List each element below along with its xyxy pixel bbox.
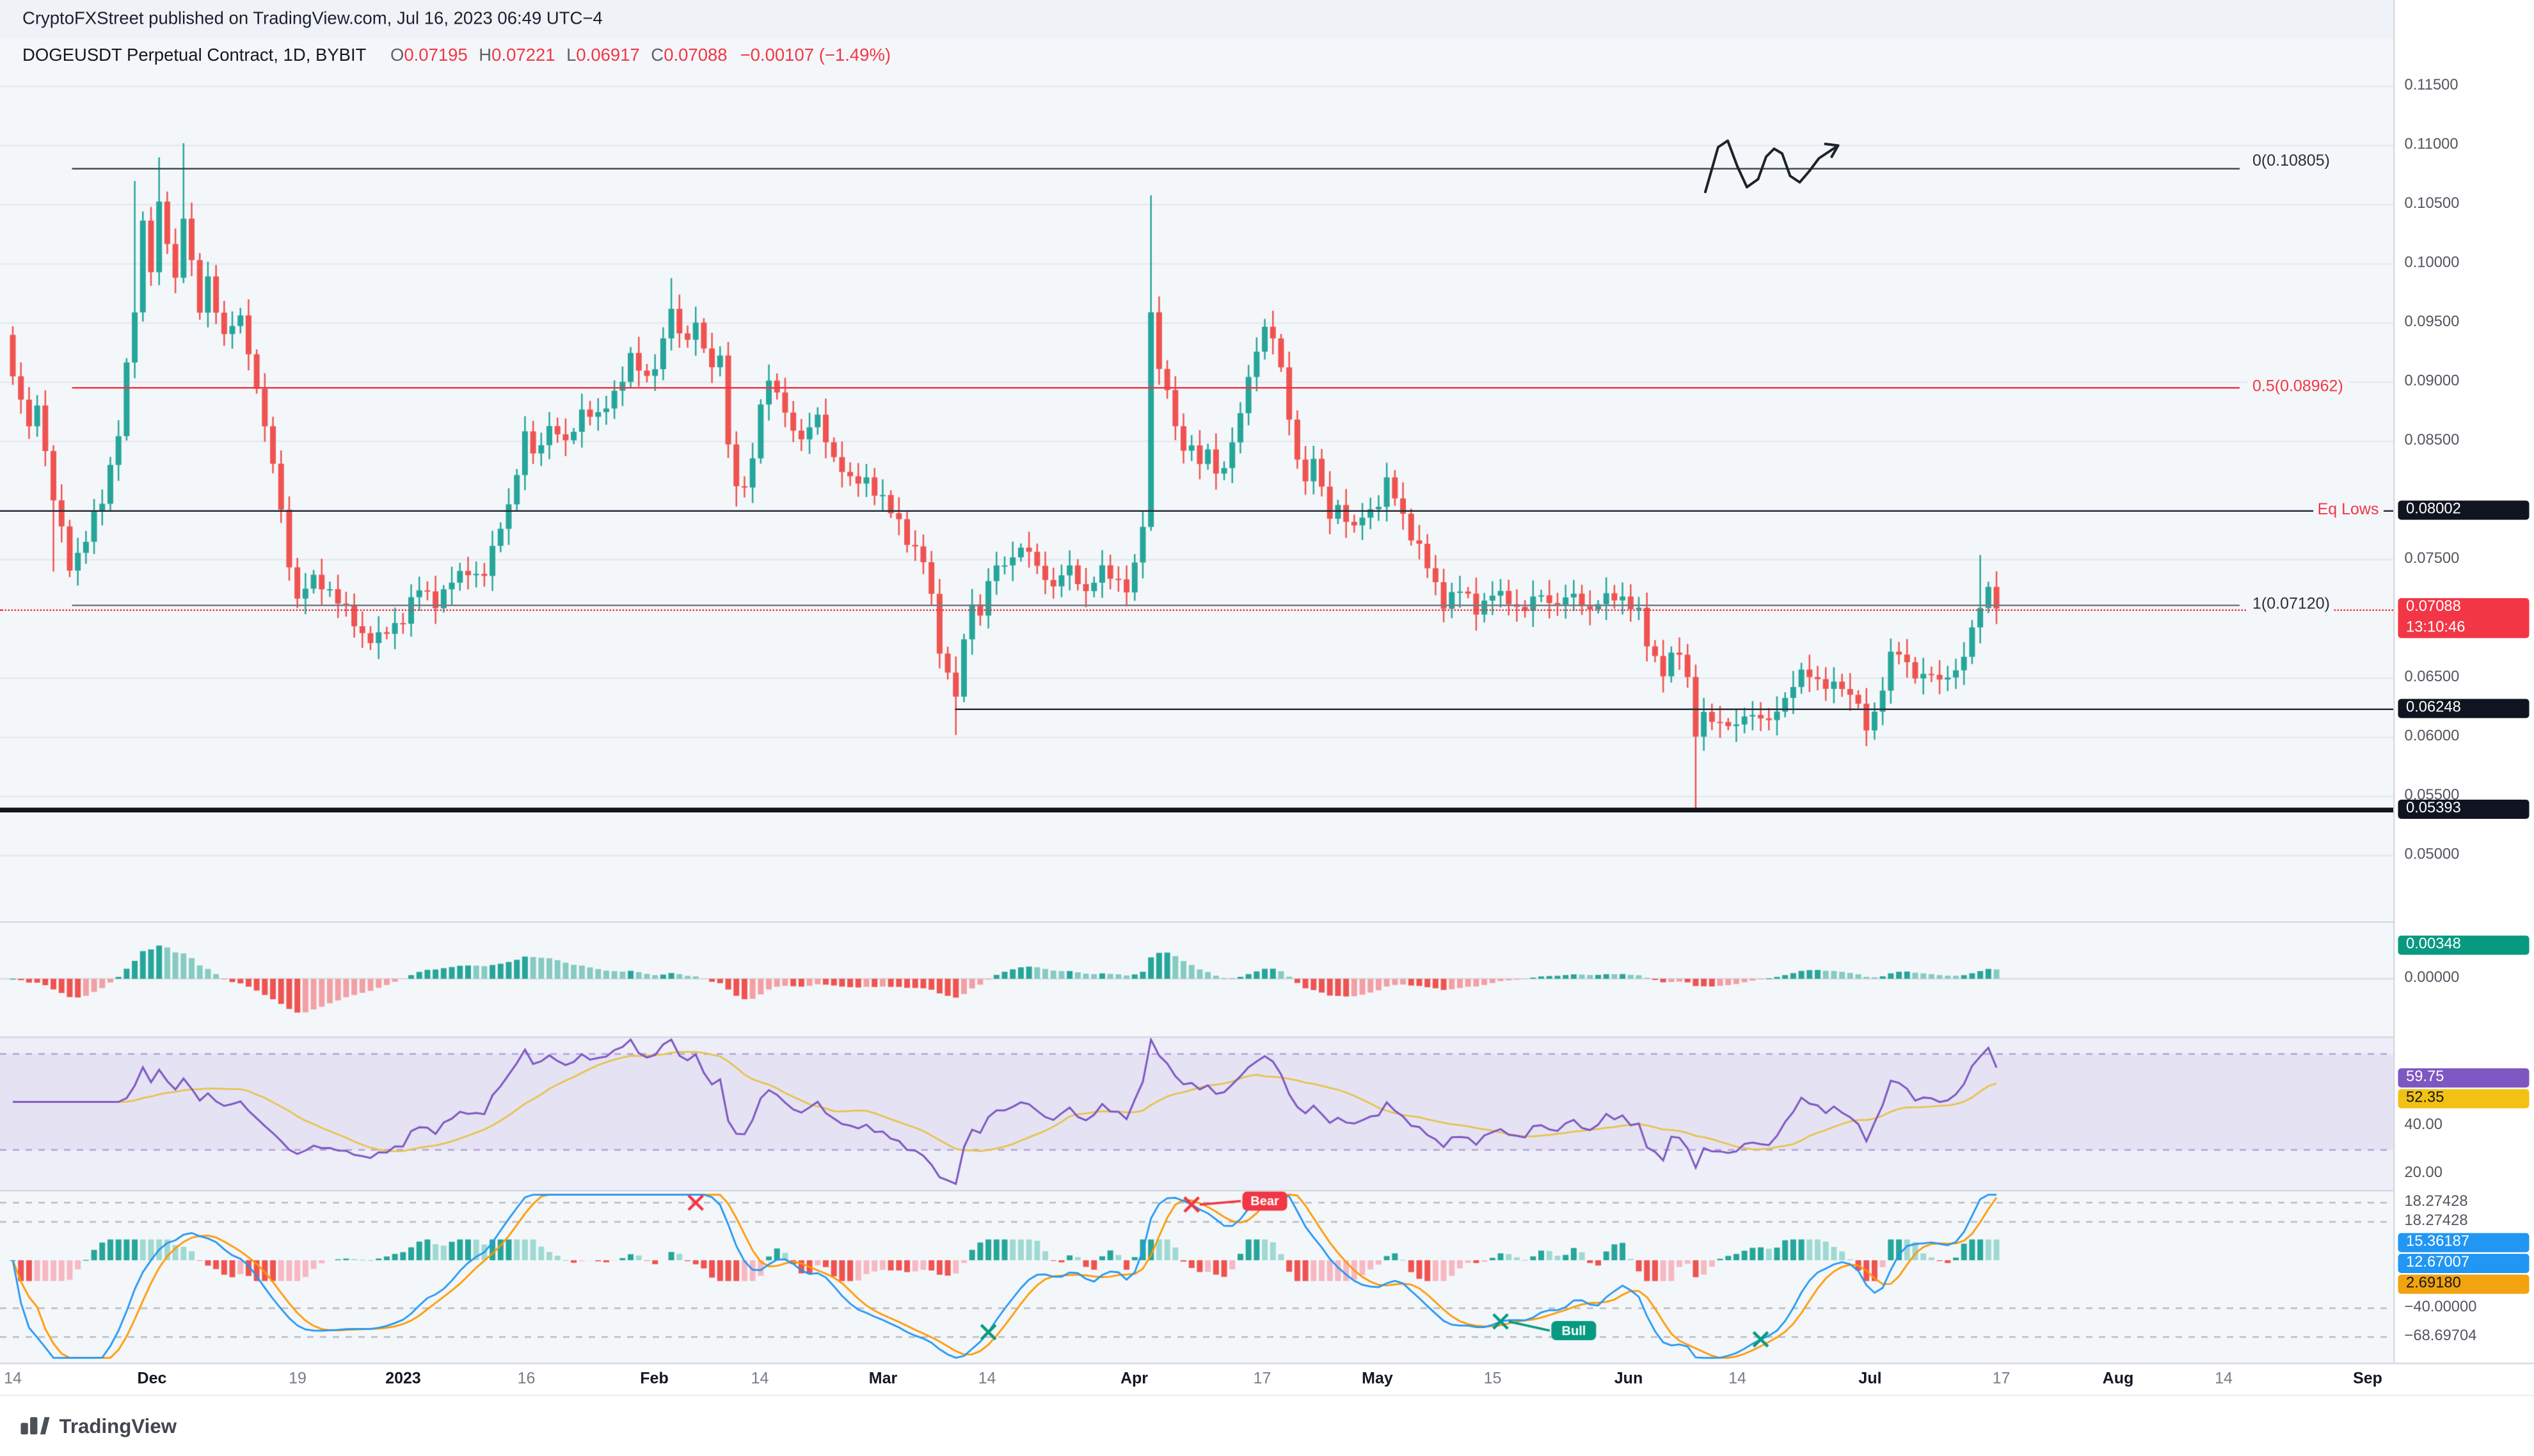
price-tick-label: 0.00000 xyxy=(2404,969,2460,987)
freehand-squiggle-drawing[interactable] xyxy=(1677,125,1853,202)
price-tick-label: −40.00000 xyxy=(2404,1299,2477,1317)
price-tick-label: 0.09000 xyxy=(2404,372,2460,390)
symbol-legend: DOGEUSDT Perpetual Contract, 1D, BYBIT O0… xyxy=(22,47,891,66)
price-axis-badge: 0.05393 xyxy=(2398,798,2530,819)
tradingview-logo-icon xyxy=(20,1417,50,1435)
time-axis-label: 14 xyxy=(751,1370,769,1389)
price-pane-canvas[interactable] xyxy=(0,38,2393,921)
time-axis-label: 15 xyxy=(1483,1370,1502,1389)
time-axis-label: 14 xyxy=(4,1370,22,1389)
time-axis-label: Aug xyxy=(2102,1370,2134,1389)
time-axis-label: Apr xyxy=(1120,1370,1149,1389)
tradingview-wordmark[interactable]: TradingView xyxy=(59,1414,177,1437)
open-label: O xyxy=(390,46,404,66)
price-tick-label: 0.05000 xyxy=(2404,846,2460,864)
time-axis-label: 2023 xyxy=(385,1370,421,1389)
price-axis-separator xyxy=(2393,0,2395,1395)
symbol-title[interactable]: DOGEUSDT Perpetual Contract, 1D, BYBIT xyxy=(22,46,367,66)
footer: TradingView xyxy=(0,1395,2534,1456)
squiggle-path xyxy=(1704,139,1840,193)
fib-level-0-label[interactable]: 0(0.10805) xyxy=(2247,152,2335,171)
low-label: L xyxy=(566,46,577,66)
price-tick-label: 0.10000 xyxy=(2404,254,2460,272)
time-axis-label: 14 xyxy=(978,1370,996,1389)
time-axis-label: 19 xyxy=(289,1370,307,1389)
price-axis-badge: 0.07088 13:10:46 xyxy=(2398,598,2530,638)
fib-05-line[interactable] xyxy=(72,386,2240,388)
support-line-06248[interactable] xyxy=(955,708,2393,709)
price-tick-label: 0.09500 xyxy=(2404,313,2460,331)
time-axis-label: 14 xyxy=(1728,1370,1746,1389)
fib-1-line[interactable] xyxy=(72,603,2240,606)
price-axis-badge: 2.69180 xyxy=(2398,1274,2530,1294)
squiggle-arrowhead xyxy=(1824,143,1840,158)
price-axis-badge: 12.67007 xyxy=(2398,1253,2530,1273)
oscillator-pane-canvas[interactable] xyxy=(0,1190,2393,1363)
high-label: H xyxy=(479,46,492,66)
price-axis-badge: 0.06248 xyxy=(2398,698,2530,718)
price-tick-label: 40.00 xyxy=(2404,1116,2442,1134)
price-tick-label: 0.06000 xyxy=(2404,727,2460,745)
pane-separator-oscillator[interactable] xyxy=(0,1190,2534,1192)
time-axis-label: 14 xyxy=(2215,1370,2233,1389)
price-tick-label: 0.10500 xyxy=(2404,195,2460,213)
rsi-pane-canvas[interactable] xyxy=(0,1036,2393,1190)
price-tick-label: 0.07500 xyxy=(2404,550,2460,568)
price-tick-label: 18.27428 xyxy=(2404,1212,2468,1230)
close-label: C xyxy=(651,46,664,66)
macd-pane-canvas[interactable] xyxy=(0,921,2393,1036)
time-axis-label: Dec xyxy=(137,1370,167,1389)
price-axis-badge: 15.36187 xyxy=(2398,1232,2530,1253)
major-support-line-05393[interactable] xyxy=(0,807,2393,812)
price-tick-label: −68.69704 xyxy=(2404,1327,2477,1345)
price-axis-badge: 52.35 xyxy=(2398,1088,2530,1109)
time-axis-label: 17 xyxy=(1253,1370,1271,1389)
publish-header: CryptoFXStreet published on TradingView.… xyxy=(0,0,2393,38)
time-axis-label: Feb xyxy=(640,1370,669,1389)
time-axis[interactable]: 14 Dec 19 2023 16 Feb 14 Mar 14 Apr 17 May 15 Jun 14 Ju… xyxy=(0,1363,2534,1395)
price-tick-label: 0.11000 xyxy=(2404,136,2458,154)
publish-attribution: CryptoFXStreet published on TradingView.… xyxy=(22,10,603,29)
time-axis-label: Sep xyxy=(2353,1370,2382,1389)
time-axis-label: 16 xyxy=(517,1370,536,1389)
price-tick-label: 0.08500 xyxy=(2404,432,2460,450)
fib-level-1-label[interactable]: 1(0.07120) xyxy=(2247,596,2335,613)
pane-separator-macd[interactable] xyxy=(0,921,2534,923)
time-axis-label: Jul xyxy=(1858,1370,1882,1389)
change-value: −0.00107 (−1.49%) xyxy=(740,46,891,66)
price-tick-label: 20.00 xyxy=(2404,1164,2442,1182)
high-value: 0.07221 xyxy=(491,46,555,66)
price-tick-label: 0.06500 xyxy=(2404,669,2460,686)
eq-lows-line[interactable] xyxy=(0,509,2393,511)
price-axis-badge: 0.08002 xyxy=(2398,500,2530,520)
close-value: 0.07088 xyxy=(664,46,728,66)
open-value: 0.07195 xyxy=(404,46,468,66)
time-axis-label: 17 xyxy=(1992,1370,2011,1389)
horizontal-lines-layer xyxy=(0,167,2393,812)
price-axis-badge: 59.75 xyxy=(2398,1067,2530,1088)
time-axis-label: Jun xyxy=(1614,1370,1643,1389)
price-tick-label: 18.27428 xyxy=(2404,1193,2468,1211)
fib-0-line[interactable] xyxy=(72,167,2240,169)
pane-separator-rsi[interactable] xyxy=(0,1036,2534,1038)
last-price-line xyxy=(0,608,2393,610)
price-axis[interactable]: 0.11500 0.11000 0.10500 0.10000 0.09500 0.090… xyxy=(2395,0,2534,1395)
time-axis-label: May xyxy=(1362,1370,1393,1389)
price-tick-label: 0.11500 xyxy=(2404,77,2458,95)
low-value: 0.06917 xyxy=(576,46,640,66)
fib-level-05-label[interactable]: 0.5(0.08962) xyxy=(2247,378,2348,396)
eq-lows-label[interactable]: Eq Lows xyxy=(2313,501,2384,519)
time-axis-label: Mar xyxy=(868,1370,898,1389)
price-axis-badge: 0.00348 xyxy=(2398,935,2530,955)
